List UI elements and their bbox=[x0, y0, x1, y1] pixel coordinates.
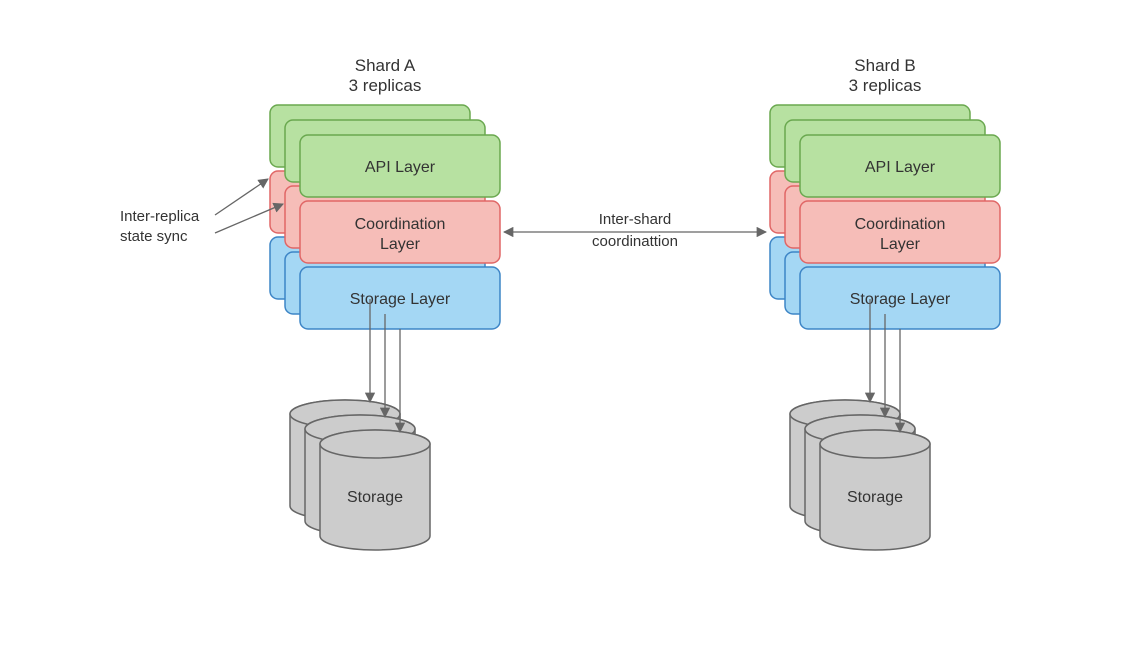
layer-label: API Layer bbox=[365, 159, 436, 176]
inter-shard-label: coordinattion bbox=[592, 233, 678, 250]
inter-replica-label: state sync bbox=[120, 228, 188, 245]
layer-label: Layer bbox=[880, 236, 921, 253]
inter-replica-label: Inter-replica bbox=[120, 208, 200, 225]
arrow-inter-replica bbox=[215, 179, 268, 215]
shard-subtitle: 3 replicas bbox=[849, 76, 922, 95]
storage-label: Storage bbox=[347, 489, 403, 506]
layer-label: Storage Layer bbox=[850, 291, 951, 308]
storage-label: Storage bbox=[847, 489, 903, 506]
layer-label: Storage Layer bbox=[350, 291, 451, 308]
layer-label: API Layer bbox=[865, 159, 936, 176]
inter-shard-label: Inter-shard bbox=[599, 211, 672, 228]
layer-label: Layer bbox=[380, 236, 421, 253]
layer-label: Coordination bbox=[855, 216, 946, 233]
shard-subtitle: 3 replicas bbox=[349, 76, 422, 95]
shard-title: Shard A bbox=[355, 56, 416, 75]
layer-label: Coordination bbox=[355, 216, 446, 233]
diagram-canvas: API Layer Coordination Layer Storage Layer S… bbox=[0, 0, 1144, 653]
shard-title: Shard B bbox=[854, 56, 915, 75]
